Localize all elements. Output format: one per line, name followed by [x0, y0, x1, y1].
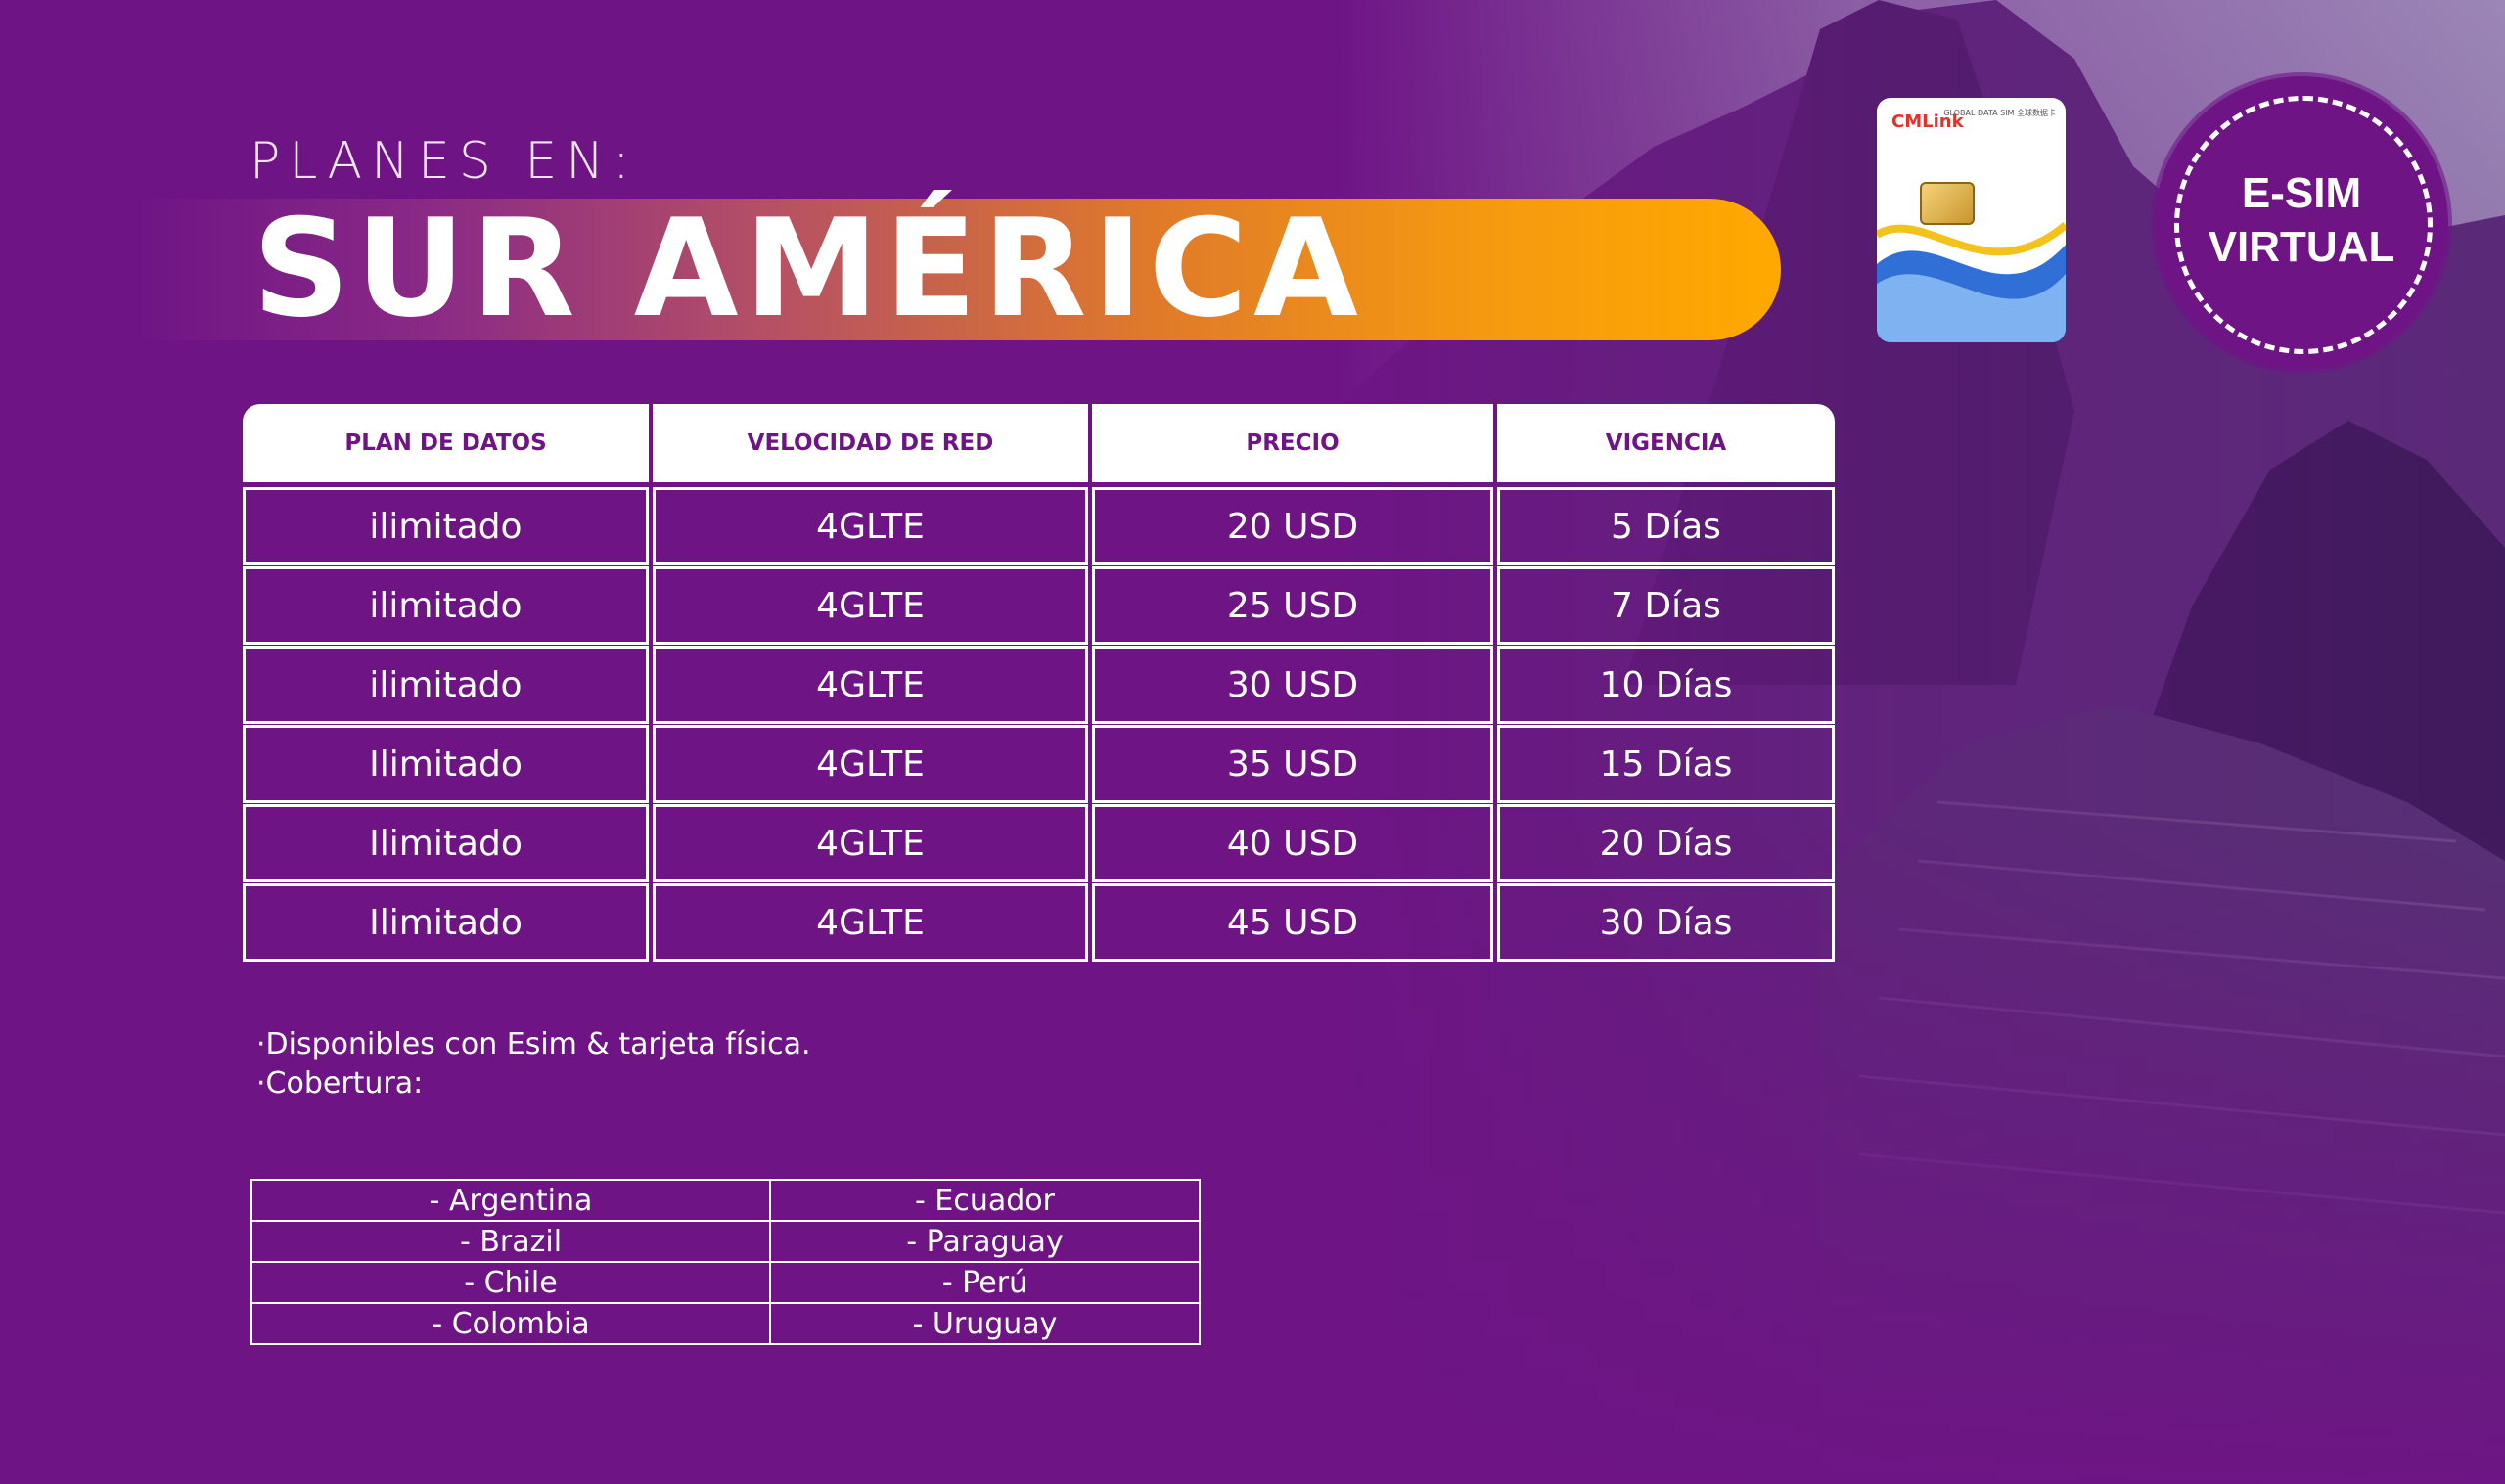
cell-validity: 5 Días	[1497, 487, 1835, 565]
cell-price: 30 USD	[1092, 646, 1493, 724]
country-cell: - Chile	[250, 1261, 771, 1304]
cell-validity: 30 Días	[1497, 883, 1835, 962]
cell-price: 35 USD	[1092, 725, 1493, 803]
country-cell: - Ecuador	[769, 1179, 1201, 1222]
cell-validity: 10 Días	[1497, 646, 1835, 724]
subtitle-planes-en: PLANES EN:	[250, 132, 639, 191]
notes-block: ·Disponibles con Esim & tarjeta física. …	[256, 1025, 811, 1103]
country-cell: - Paraguay	[769, 1220, 1201, 1263]
cell-plan: ilimitado	[243, 646, 649, 724]
header-plan-de-datos: PLAN DE DATOS	[243, 404, 649, 482]
country-cell: - Uruguay	[769, 1302, 1201, 1345]
cmlink-logo: CMLink	[1891, 112, 1964, 132]
header-velocidad-de-red: VELOCIDAD DE RED	[653, 404, 1088, 482]
plans-table: PLAN DE DATOS VELOCIDAD DE RED PRECIO VI…	[243, 404, 1839, 963]
badge-line-2: VIRTUAL	[2208, 223, 2395, 271]
table-row: Ilimitado 4GLTE 35 USD 15 Días	[243, 725, 1839, 804]
note-coverage-label: ·Cobertura:	[256, 1066, 424, 1101]
badge-dashed-ring	[2174, 96, 2433, 354]
table-row: ilimitado 4GLTE 25 USD 7 Días	[243, 566, 1839, 646]
note-availability: ·Disponibles con Esim & tarjeta física.	[256, 1027, 811, 1061]
cell-network: 4GLTE	[653, 725, 1088, 803]
table-row: - Brazil - Paraguay	[250, 1220, 1201, 1263]
table-row: ilimitado 4GLTE 20 USD 5 Días	[243, 487, 1839, 566]
cell-network: 4GLTE	[653, 804, 1088, 882]
header-precio: PRECIO	[1092, 404, 1493, 482]
table-row: - Argentina - Ecuador	[250, 1179, 1201, 1222]
cell-validity: 7 Días	[1497, 566, 1835, 645]
header-vigencia: VIGENCIA	[1497, 404, 1835, 482]
cell-price: 20 USD	[1092, 487, 1493, 565]
plans-table-header: PLAN DE DATOS VELOCIDAD DE RED PRECIO VI…	[243, 404, 1839, 482]
cell-network: 4GLTE	[653, 646, 1088, 724]
table-row: Ilimitado 4GLTE 45 USD 30 Días	[243, 883, 1839, 963]
cell-network: 4GLTE	[653, 566, 1088, 645]
cell-validity: 20 Días	[1497, 804, 1835, 882]
coverage-table: - Argentina - Ecuador - Brazil - Paragua…	[250, 1179, 1201, 1345]
cell-plan: ilimitado	[243, 487, 649, 565]
badge-line-1: E-SIM	[2241, 169, 2362, 217]
cell-plan: Ilimitado	[243, 725, 649, 803]
title-gradient-bar	[132, 199, 1781, 340]
country-cell: - Brazil	[250, 1220, 771, 1263]
cell-price: 45 USD	[1092, 883, 1493, 962]
cell-validity: 15 Días	[1497, 725, 1835, 803]
esim-virtual-badge: E-SIM VIRTUAL	[2155, 76, 2448, 370]
sim-wave-graphic	[1877, 221, 2066, 342]
sim-chip-icon	[1920, 182, 1975, 225]
cell-network: 4GLTE	[653, 487, 1088, 565]
country-cell: - Perú	[769, 1261, 1201, 1304]
cell-network: 4GLTE	[653, 883, 1088, 962]
page-title: SUR AMÉRICA	[252, 190, 1364, 347]
cell-price: 40 USD	[1092, 804, 1493, 882]
sim-tagline: GLOBAL DATA SIM 全球数据卡	[1943, 109, 2056, 117]
table-row: - Chile - Perú	[250, 1261, 1201, 1304]
table-row: ilimitado 4GLTE 30 USD 10 Días	[243, 646, 1839, 725]
cell-plan: ilimitado	[243, 566, 649, 645]
cell-plan: Ilimitado	[243, 804, 649, 882]
cell-price: 25 USD	[1092, 566, 1493, 645]
sim-card-image: CMLink GLOBAL DATA SIM 全球数据卡	[1877, 98, 2066, 342]
country-cell: - Colombia	[250, 1302, 771, 1345]
table-row: - Colombia - Uruguay	[250, 1302, 1201, 1345]
cell-plan: Ilimitado	[243, 883, 649, 962]
table-row: Ilimitado 4GLTE 40 USD 20 Días	[243, 804, 1839, 883]
country-cell: - Argentina	[250, 1179, 771, 1222]
